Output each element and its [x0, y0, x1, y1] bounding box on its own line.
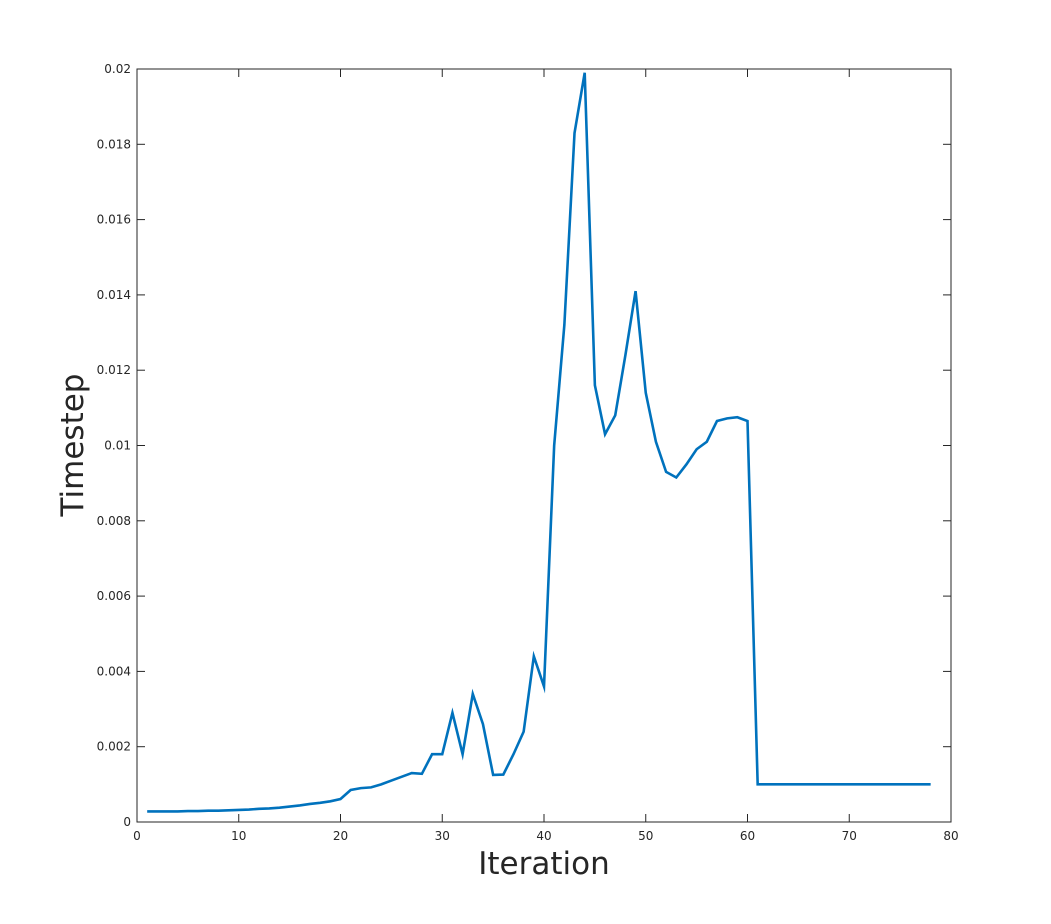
x-tick-label: 0	[133, 829, 141, 843]
series-layer	[147, 72, 931, 813]
x-tick-label: 40	[536, 829, 551, 843]
y-axis-title: Timestep	[55, 374, 91, 518]
y-tick-label: 0.01	[104, 439, 131, 453]
series-line-0	[147, 72, 931, 813]
x-tick-label: 10	[231, 829, 246, 843]
y-tick-label: 0.018	[97, 137, 131, 151]
x-tick-label: 30	[435, 829, 450, 843]
tick-labels: 0 10 20 30 40 50 60 70 80 0 0.002 0.004 0.006 0.008 0.…	[97, 62, 959, 843]
y-tick-label: 0.006	[97, 589, 131, 603]
plot-frame	[136, 68, 952, 823]
x-tick-label: 50	[638, 829, 653, 843]
x-tick-label: 70	[842, 829, 857, 843]
y-tick-label: 0.014	[97, 288, 131, 302]
y-tick-label: 0	[123, 815, 131, 829]
y-tick-label: 0.016	[97, 213, 131, 227]
y-tick-label: 0.004	[97, 664, 131, 678]
x-tick-label: 60	[740, 829, 755, 843]
x-axis-title: Iteration	[478, 846, 610, 882]
axis-ticks	[136, 68, 952, 823]
y-tick-label: 0.008	[97, 514, 131, 528]
y-tick-label: 0.02	[104, 62, 131, 76]
x-tick-label: 80	[943, 829, 958, 843]
y-tick-label: 0.012	[97, 363, 131, 377]
x-tick-label: 20	[333, 829, 348, 843]
y-tick-label: 0.002	[97, 740, 131, 754]
